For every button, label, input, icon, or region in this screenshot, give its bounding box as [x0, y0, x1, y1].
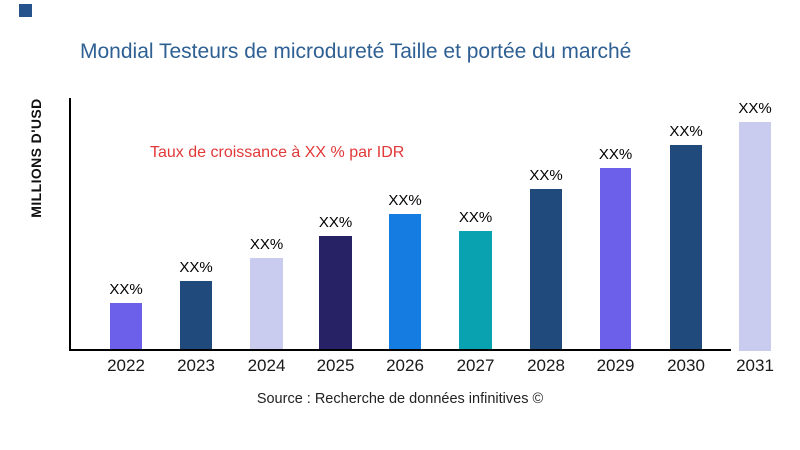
- x-tick-2022: 2022: [107, 356, 145, 375]
- x-tick-2023: 2023: [177, 356, 215, 375]
- x-tick-2030: 2030: [667, 356, 705, 375]
- y-axis-title: MILLIONS D'USD: [28, 98, 44, 218]
- bar-2025: [319, 236, 352, 349]
- bar-value-label: XX%: [249, 236, 284, 253]
- x-tick-2026: 2026: [386, 356, 424, 375]
- bar-2031: [739, 122, 771, 351]
- bar-value-label: XX%: [458, 209, 493, 226]
- bar-value-label: XX%: [598, 146, 633, 163]
- x-tick-2029: 2029: [596, 356, 635, 375]
- x-tick-2024: 2024: [247, 356, 286, 375]
- bar-2022: [110, 303, 142, 349]
- x-tick-2027: 2027: [456, 356, 495, 375]
- bar-value-label: XX%: [738, 100, 772, 117]
- bar-value-label: XX%: [318, 214, 353, 231]
- x-tick-2025: 2025: [316, 356, 355, 375]
- bar-2028: [530, 189, 562, 349]
- bar-2023: [180, 281, 212, 349]
- bar-2029: [600, 168, 631, 349]
- bar-2030: [670, 145, 702, 349]
- x-axis-line: [69, 349, 731, 351]
- bar-2024: [250, 258, 283, 349]
- source-credit: Source : Recherche de données infinitive…: [256, 391, 544, 407]
- bar-value-label: XX%: [388, 192, 422, 209]
- bar-value-label: XX%: [109, 281, 143, 298]
- bar-value-label: XX%: [669, 123, 703, 140]
- corner-accent-square: [19, 4, 32, 17]
- bar-value-label: XX%: [529, 167, 563, 184]
- x-tick-2031: 2031: [736, 356, 774, 375]
- bar-2026: [389, 214, 421, 349]
- y-axis-line: [69, 98, 71, 351]
- bar-2027: [459, 231, 492, 349]
- chart-title: Mondial Testeurs de microdureté Taille e…: [80, 40, 632, 63]
- bar-value-label: XX%: [179, 259, 213, 276]
- x-tick-2028: 2028: [527, 356, 565, 375]
- growth-rate-annotation: Taux de croissance à XX % par IDR: [150, 144, 405, 161]
